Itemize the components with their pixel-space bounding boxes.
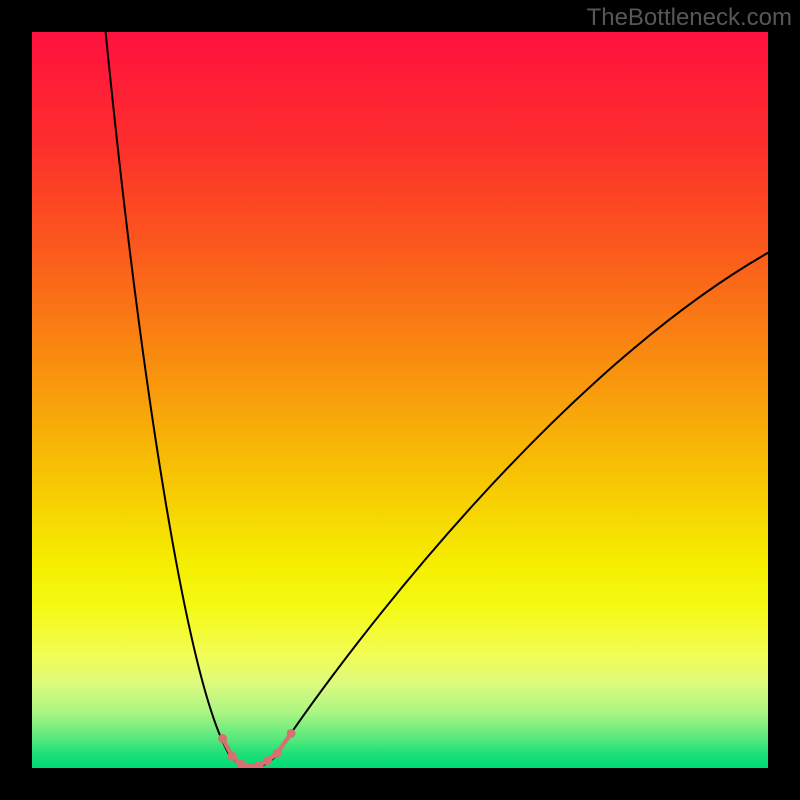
valley-marker-dot: [263, 756, 272, 765]
valley-marker-dot: [287, 729, 296, 738]
plot-area: [32, 32, 768, 768]
bottleneck-curve-chart: [32, 32, 768, 768]
valley-marker-dot: [228, 752, 237, 761]
watermark-text: TheBottleneck.com: [587, 4, 792, 32]
valley-marker-dot: [273, 749, 282, 758]
gradient-background: [32, 32, 768, 768]
valley-marker-dot: [218, 734, 227, 743]
chart-stage: TheBottleneck.com: [0, 0, 800, 800]
